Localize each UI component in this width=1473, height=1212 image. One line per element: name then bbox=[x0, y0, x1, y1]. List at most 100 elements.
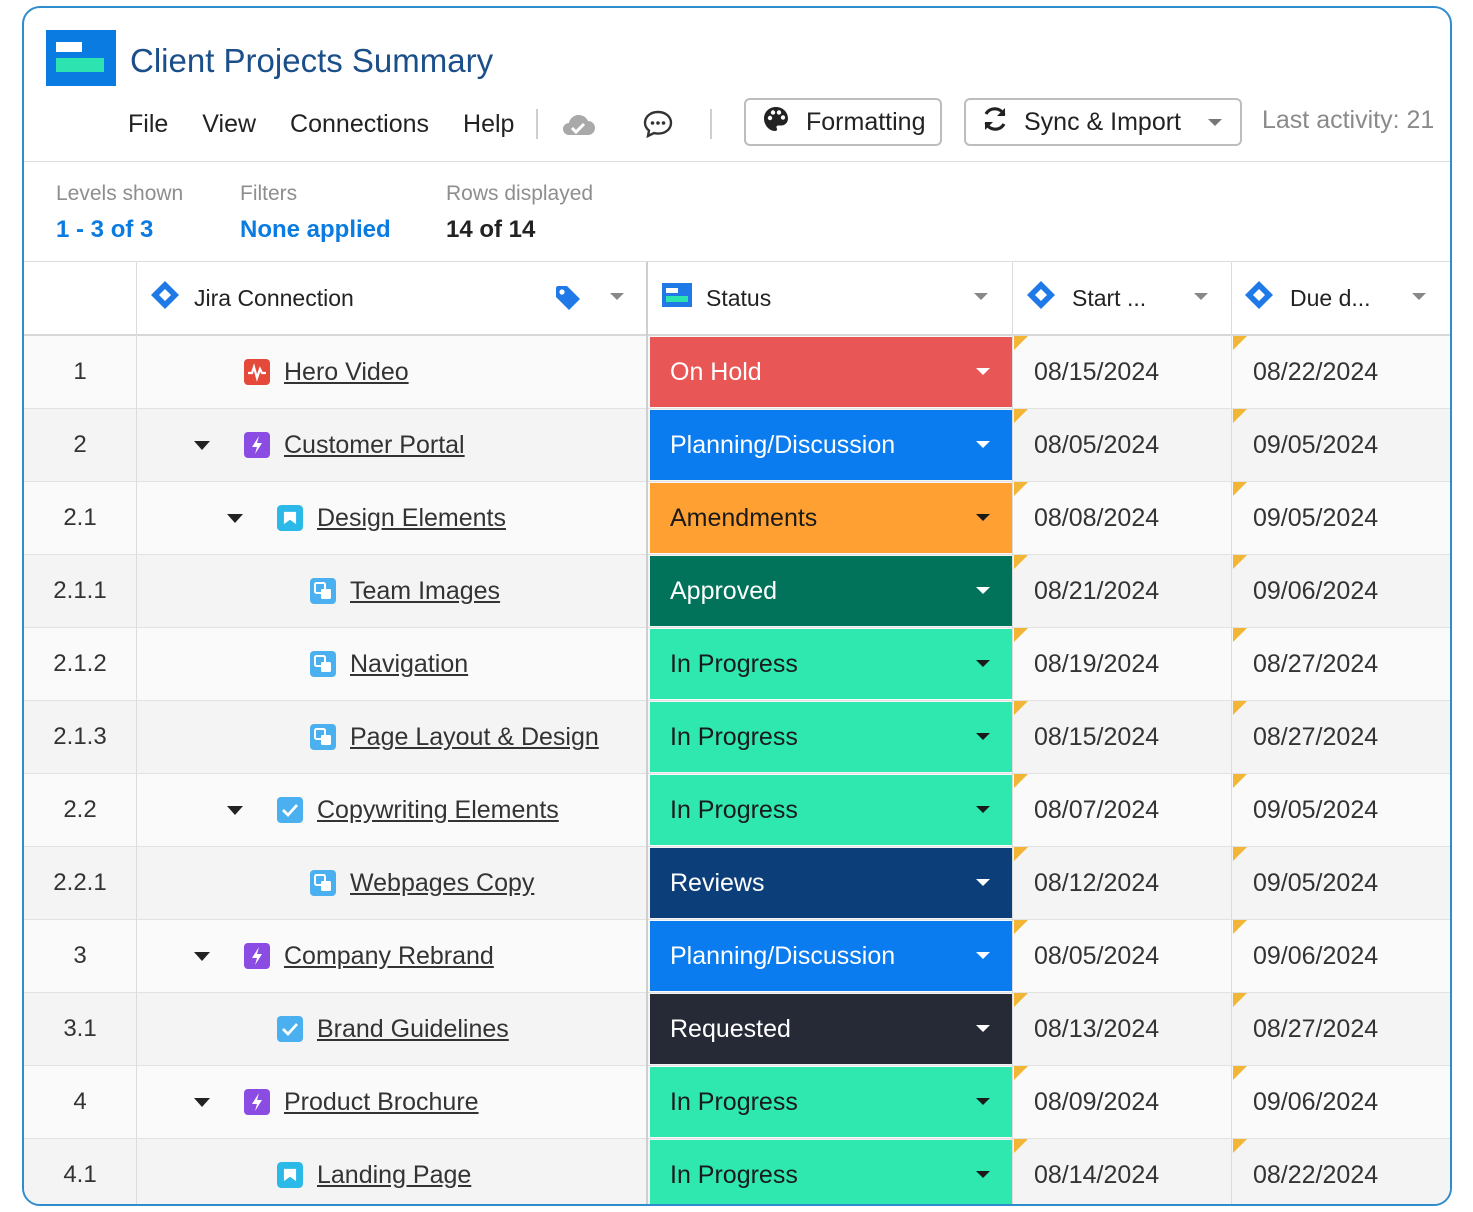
expand-toggle-icon[interactable] bbox=[194, 1097, 210, 1107]
cloud-sync-icon[interactable] bbox=[560, 111, 596, 137]
sync-flag-icon bbox=[1233, 774, 1247, 788]
table-row: 4 Product Brochure In Progress 08/09/2024 09… bbox=[24, 1066, 1450, 1139]
filters-value[interactable]: None applied bbox=[240, 216, 391, 243]
due-date-cell[interactable]: 08/22/2024 bbox=[1253, 1160, 1379, 1189]
task-icon bbox=[277, 1016, 303, 1042]
start-date-cell[interactable]: 08/21/2024 bbox=[1034, 576, 1160, 605]
chevron-down-icon[interactable] bbox=[974, 293, 988, 300]
due-date-cell[interactable]: 09/05/2024 bbox=[1253, 868, 1379, 897]
status-label: Planning/Discussion bbox=[670, 941, 896, 970]
jira-item-link[interactable]: Brand Guidelines bbox=[317, 1014, 509, 1043]
epic-icon bbox=[244, 1089, 270, 1115]
status-dropdown[interactable]: Amendments bbox=[650, 483, 1012, 553]
status-dropdown[interactable]: In Progress bbox=[650, 1067, 1012, 1137]
jira-item-cell: Customer Portal bbox=[194, 409, 465, 481]
menu-file[interactable]: File bbox=[128, 109, 169, 138]
column-header-start[interactable]: Start ... bbox=[1026, 262, 1230, 334]
jira-item-link[interactable]: Webpages Copy bbox=[350, 868, 535, 897]
due-date-cell[interactable]: 08/22/2024 bbox=[1253, 357, 1379, 386]
last-activity: Last activity: 21 bbox=[1262, 106, 1435, 134]
status-dropdown[interactable]: In Progress bbox=[650, 702, 1012, 772]
start-date-cell[interactable]: 08/09/2024 bbox=[1034, 1087, 1160, 1116]
table-row: 4.1 Landing Page In Progress 08/14/2024 08/2… bbox=[24, 1139, 1450, 1204]
rows-displayed-value: 14 of 14 bbox=[446, 216, 536, 243]
table-row: 2.1.1 Team Images Approved 08/21/2024 09/06/… bbox=[24, 555, 1450, 628]
comment-icon[interactable] bbox=[642, 109, 674, 139]
start-date-cell[interactable]: 08/13/2024 bbox=[1034, 1014, 1160, 1043]
jira-item-link[interactable]: Page Layout & Design bbox=[350, 722, 599, 751]
column-label-due: Due d... bbox=[1290, 284, 1371, 311]
menu-connections[interactable]: Connections bbox=[290, 109, 430, 138]
status-dropdown[interactable]: On Hold bbox=[650, 337, 1012, 407]
due-date-cell[interactable]: 08/27/2024 bbox=[1253, 722, 1379, 751]
jira-item-link[interactable]: Design Elements bbox=[317, 503, 506, 532]
status-dropdown[interactable]: In Progress bbox=[650, 1140, 1012, 1204]
due-date-cell[interactable]: 09/05/2024 bbox=[1253, 795, 1379, 824]
menu-view[interactable]: View bbox=[202, 109, 257, 138]
chevron-down-icon bbox=[976, 879, 990, 886]
sync-flag-icon bbox=[1233, 847, 1247, 861]
sync-flag-icon bbox=[1233, 555, 1247, 569]
due-date-cell[interactable]: 09/06/2024 bbox=[1253, 576, 1379, 605]
status-dropdown[interactable]: In Progress bbox=[650, 629, 1012, 699]
status-dropdown[interactable]: Reviews bbox=[650, 848, 1012, 918]
status-dropdown[interactable]: Approved bbox=[650, 556, 1012, 626]
status-dropdown[interactable]: Requested bbox=[650, 994, 1012, 1064]
start-date-cell[interactable]: 08/08/2024 bbox=[1034, 503, 1160, 532]
jira-item-link[interactable]: Copywriting Elements bbox=[317, 795, 559, 824]
sync-import-button[interactable]: Sync & Import bbox=[964, 98, 1242, 146]
due-date-cell[interactable]: 08/27/2024 bbox=[1253, 649, 1379, 678]
column-label-status: Status bbox=[706, 284, 772, 311]
levels-shown-value[interactable]: 1 - 3 of 3 bbox=[56, 216, 154, 243]
start-date-cell[interactable]: 08/15/2024 bbox=[1034, 357, 1160, 386]
expand-toggle-icon[interactable] bbox=[194, 951, 210, 961]
menu-bar: File View Connections Help bbox=[128, 106, 734, 142]
start-date-cell[interactable]: 08/15/2024 bbox=[1034, 722, 1160, 751]
chevron-down-icon bbox=[1208, 119, 1222, 126]
start-date-cell[interactable]: 08/07/2024 bbox=[1034, 795, 1160, 824]
due-date-cell[interactable]: 09/05/2024 bbox=[1253, 503, 1379, 532]
jira-item-link[interactable]: Hero Video bbox=[284, 357, 409, 386]
jira-item-cell: Page Layout & Design bbox=[310, 701, 599, 773]
expand-toggle-icon[interactable] bbox=[194, 440, 210, 450]
chevron-down-icon[interactable] bbox=[610, 293, 624, 300]
status-dropdown[interactable]: Planning/Discussion bbox=[650, 921, 1012, 991]
chevron-down-icon bbox=[976, 1098, 990, 1105]
due-date-cell[interactable]: 09/05/2024 bbox=[1253, 430, 1379, 459]
chevron-down-icon[interactable] bbox=[1194, 293, 1208, 300]
due-date-cell[interactable]: 09/06/2024 bbox=[1253, 941, 1379, 970]
jira-item-link[interactable]: Customer Portal bbox=[284, 430, 465, 459]
column-header-due[interactable]: Due d... bbox=[1244, 262, 1450, 334]
due-date-cell[interactable]: 08/27/2024 bbox=[1253, 1014, 1379, 1043]
start-date-cell[interactable]: 08/14/2024 bbox=[1034, 1160, 1160, 1189]
chevron-down-icon[interactable] bbox=[1412, 293, 1426, 300]
start-date-cell[interactable]: 08/19/2024 bbox=[1034, 649, 1160, 678]
jira-item-link[interactable]: Company Rebrand bbox=[284, 941, 494, 970]
jira-item-link[interactable]: Navigation bbox=[350, 649, 469, 678]
expand-toggle-icon[interactable] bbox=[227, 805, 243, 815]
tag-icon[interactable] bbox=[554, 284, 582, 318]
expand-toggle-icon[interactable] bbox=[227, 513, 243, 523]
chevron-down-icon bbox=[976, 1025, 990, 1032]
formatting-button[interactable]: Formatting bbox=[744, 98, 942, 146]
app-logo bbox=[46, 30, 116, 86]
start-date-cell[interactable]: 08/05/2024 bbox=[1034, 430, 1160, 459]
sync-flag-icon bbox=[1233, 628, 1247, 642]
sync-flag-icon bbox=[1233, 993, 1247, 1007]
start-date-cell[interactable]: 08/12/2024 bbox=[1034, 868, 1160, 897]
sync-flag-icon bbox=[1014, 482, 1028, 496]
sync-flag-icon bbox=[1014, 409, 1028, 423]
table-row: 2.2 Copywriting Elements In Progress 08/07/… bbox=[24, 774, 1450, 847]
column-divider bbox=[1231, 262, 1232, 1204]
menu-help[interactable]: Help bbox=[463, 109, 515, 138]
jira-item-link[interactable]: Landing Page bbox=[317, 1160, 472, 1189]
due-date-cell[interactable]: 09/06/2024 bbox=[1253, 1087, 1379, 1116]
column-header-jira[interactable]: Jira Connection bbox=[150, 262, 644, 334]
sync-flag-icon bbox=[1014, 1139, 1028, 1153]
start-date-cell[interactable]: 08/05/2024 bbox=[1034, 941, 1160, 970]
status-dropdown[interactable]: In Progress bbox=[650, 775, 1012, 845]
jira-item-link[interactable]: Team Images bbox=[350, 576, 501, 605]
status-dropdown[interactable]: Planning/Discussion bbox=[650, 410, 1012, 480]
jira-item-link[interactable]: Product Brochure bbox=[284, 1087, 479, 1116]
column-header-status[interactable]: Status bbox=[662, 262, 1012, 334]
